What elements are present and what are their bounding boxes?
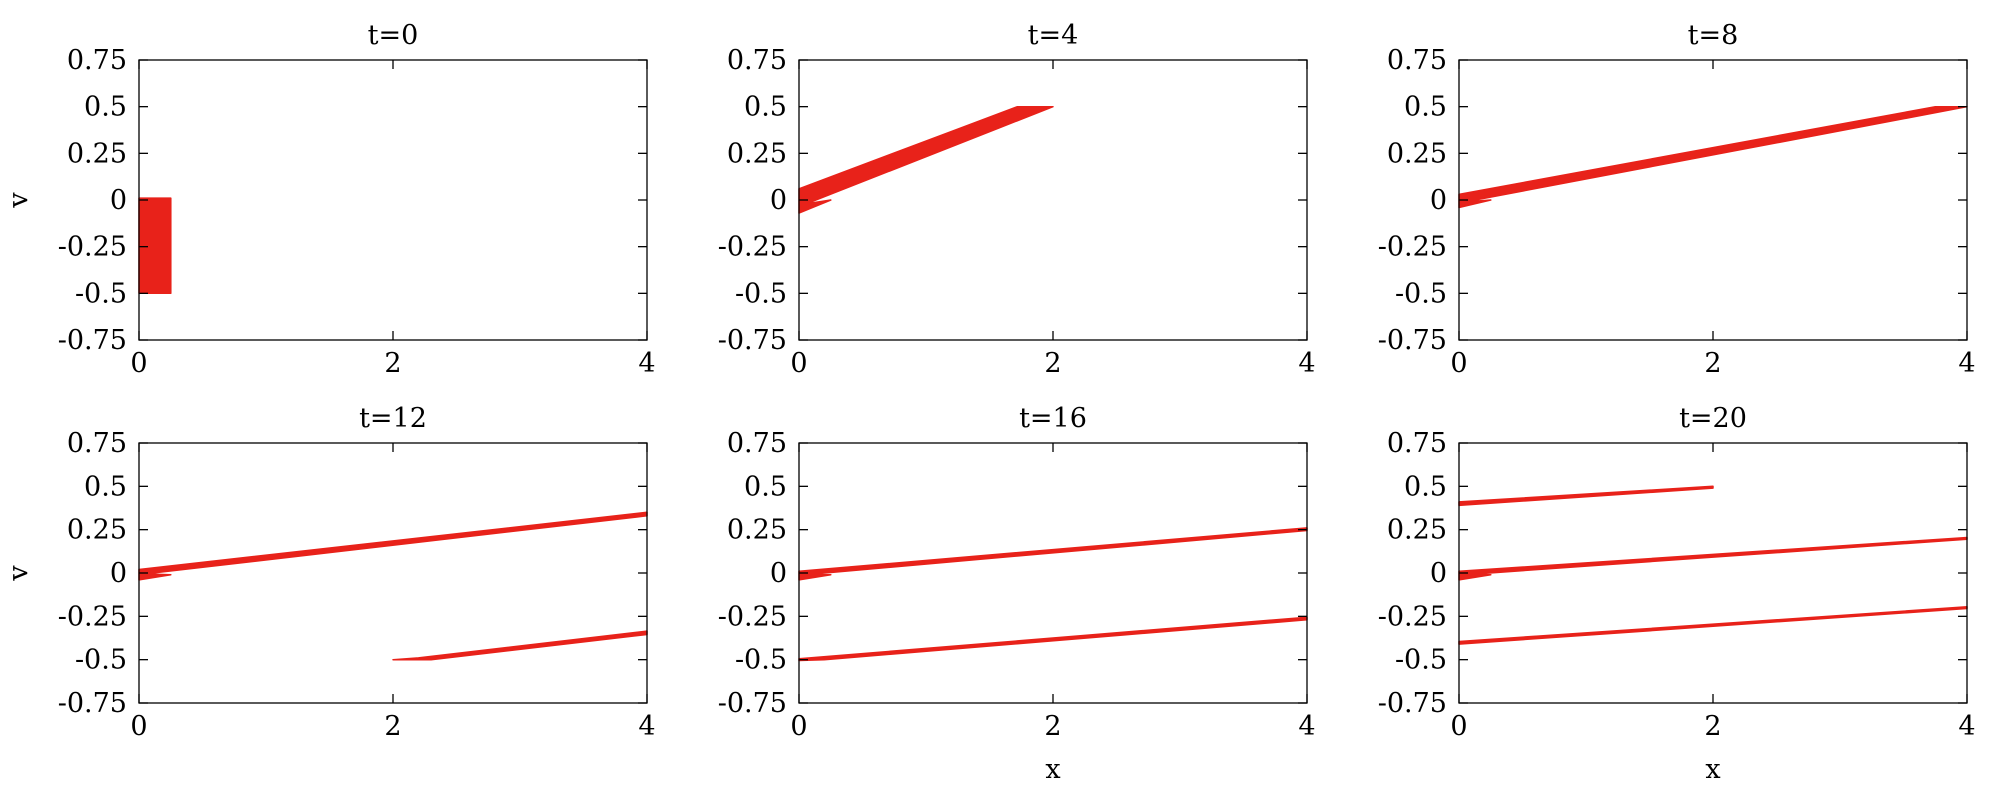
y-tick-label: 0.75 xyxy=(67,428,127,459)
y-tick-label: 0 xyxy=(110,558,127,589)
y-tick-label: -0.75 xyxy=(1378,325,1447,356)
x-tick-label: 2 xyxy=(384,711,401,742)
panel-title: t=12 xyxy=(359,403,427,434)
x-tick-label: 2 xyxy=(1704,711,1721,742)
x-tick-label: 0 xyxy=(1450,711,1467,742)
plot-frame xyxy=(798,442,1308,704)
y-axis-label: v xyxy=(3,192,34,209)
x-tick-label: 2 xyxy=(1044,348,1061,379)
y-tick-label: 0.5 xyxy=(1404,471,1447,502)
y-tick-label: -0.5 xyxy=(75,278,127,309)
y-tick-label: 0.5 xyxy=(744,471,787,502)
plot-frame xyxy=(138,59,648,341)
y-tick-label: -0.25 xyxy=(58,601,127,632)
x-tick-label: 4 xyxy=(1298,348,1315,379)
data-region xyxy=(1458,536,1968,581)
y-tick-label: 0 xyxy=(770,558,787,589)
plot-frame xyxy=(1458,59,1968,341)
y-tick-label: 0.5 xyxy=(84,471,127,502)
data-region xyxy=(798,616,1308,662)
y-tick-label: 0.75 xyxy=(1387,45,1447,76)
y-tick-label: 0.5 xyxy=(1404,92,1447,123)
x-axis-label: x xyxy=(1705,754,1720,785)
y-tick-label: -0.25 xyxy=(718,601,787,632)
data-region xyxy=(1458,105,1968,209)
y-tick-label: 0.25 xyxy=(1387,515,1447,546)
data-region xyxy=(798,527,1308,581)
x-tick-label: 4 xyxy=(1958,711,1975,742)
x-tick-label: 0 xyxy=(790,711,807,742)
y-tick-label: -0.25 xyxy=(1378,601,1447,632)
y-tick-label: 0 xyxy=(1430,558,1447,589)
y-tick-label: -0.5 xyxy=(735,278,787,309)
x-tick-label: 0 xyxy=(130,711,147,742)
panel-6: t=200.750.50.250-0.25-0.5-0.750 2 4x xyxy=(1378,403,1976,785)
y-tick-label: -0.5 xyxy=(735,645,787,676)
y-tick-label: 0.75 xyxy=(67,45,127,76)
panel-3: t=80.750.50.250-0.25-0.5-0.750 2 4 xyxy=(1378,20,1976,379)
y-tick-label: 0.75 xyxy=(727,428,787,459)
y-tick-label: 0.75 xyxy=(727,45,787,76)
y-tick-label: -0.75 xyxy=(718,325,787,356)
x-tick-label: 4 xyxy=(1958,348,1975,379)
y-tick-label: -0.75 xyxy=(1378,688,1447,719)
y-tick-label: 0.25 xyxy=(727,138,787,169)
panel-title: t=20 xyxy=(1679,403,1747,434)
data-region xyxy=(1458,606,1968,645)
y-tick-label: 0.25 xyxy=(1387,138,1447,169)
x-axis-label: x xyxy=(1045,754,1060,785)
x-tick-label: 0 xyxy=(790,348,807,379)
y-tick-label: -0.5 xyxy=(75,645,127,676)
panel-1: t=00.750.50.250-0.25-0.5-0.750 2 4v xyxy=(3,20,656,379)
x-tick-label: 4 xyxy=(1298,711,1315,742)
plot-frame xyxy=(138,442,648,704)
y-tick-label: -0.5 xyxy=(1395,278,1447,309)
x-tick-label: 0 xyxy=(130,348,147,379)
y-tick-label: -0.5 xyxy=(1395,645,1447,676)
y-tick-label: 0 xyxy=(1430,185,1447,216)
x-tick-label: 4 xyxy=(638,348,655,379)
data-region xyxy=(138,197,172,295)
x-tick-label: 2 xyxy=(1044,711,1061,742)
y-tick-label: 0.5 xyxy=(744,92,787,123)
plot-frame xyxy=(1458,442,1968,704)
panel-5: t=160.750.50.250-0.25-0.5-0.750 2 4x xyxy=(718,403,1316,785)
x-tick-label: 2 xyxy=(384,348,401,379)
y-tick-label: 0.25 xyxy=(67,515,127,546)
y-tick-label: 0.25 xyxy=(727,515,787,546)
panel-title: t=0 xyxy=(368,20,419,51)
y-tick-label: 0.75 xyxy=(1387,428,1447,459)
y-tick-label: -0.25 xyxy=(1378,232,1447,263)
data-region xyxy=(392,630,648,661)
y-tick-label: 0.25 xyxy=(67,138,127,169)
x-tick-label: 0 xyxy=(1450,348,1467,379)
y-tick-label: 0 xyxy=(110,185,127,216)
panel-title: t=16 xyxy=(1019,403,1087,434)
data-region xyxy=(798,105,1054,214)
y-tick-label: -0.25 xyxy=(58,232,127,263)
y-tick-label: -0.75 xyxy=(58,325,127,356)
plot-frame xyxy=(798,59,1308,341)
panel-2: t=40.750.50.250-0.25-0.5-0.750 2 4 xyxy=(718,20,1316,379)
y-axis-label: v xyxy=(3,565,34,582)
y-tick-label: -0.75 xyxy=(718,688,787,719)
panel-title: t=8 xyxy=(1688,20,1739,51)
y-tick-label: -0.25 xyxy=(718,232,787,263)
data-region xyxy=(138,511,648,581)
x-tick-label: 4 xyxy=(638,711,655,742)
panel-4: t=120.750.50.250-0.25-0.5-0.750 2 4v xyxy=(3,403,656,742)
y-tick-label: -0.75 xyxy=(58,688,127,719)
y-tick-label: 0 xyxy=(770,185,787,216)
panel-title: t=4 xyxy=(1028,20,1079,51)
y-tick-label: 0.5 xyxy=(84,92,127,123)
x-tick-label: 2 xyxy=(1704,348,1721,379)
data-region xyxy=(1458,485,1714,507)
